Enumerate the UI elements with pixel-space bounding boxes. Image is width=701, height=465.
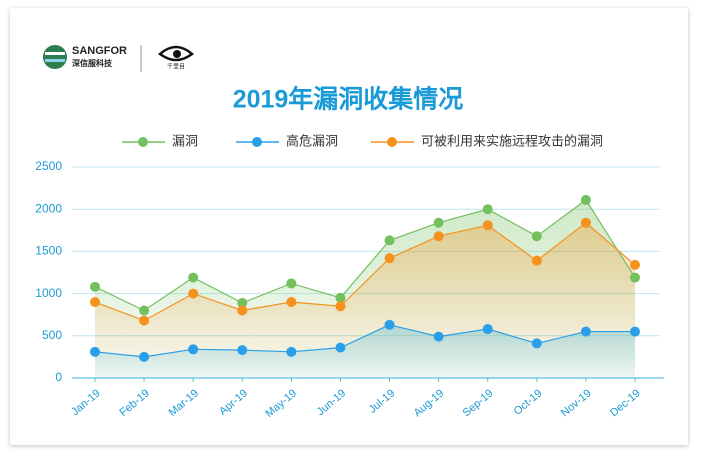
eye-pupil bbox=[173, 50, 181, 58]
y-tick-label: 1000 bbox=[35, 286, 62, 300]
point bbox=[237, 297, 248, 308]
area bbox=[95, 222, 635, 378]
point bbox=[286, 346, 297, 357]
point bbox=[482, 220, 493, 231]
point bbox=[531, 231, 542, 242]
line bbox=[94, 324, 635, 358]
point bbox=[188, 288, 199, 299]
point bbox=[90, 281, 100, 292]
point bbox=[188, 344, 199, 355]
line bbox=[94, 221, 636, 322]
point bbox=[90, 297, 100, 308]
logo-brand: SANGFOR bbox=[72, 45, 127, 57]
point bbox=[482, 324, 493, 335]
point bbox=[237, 345, 248, 356]
point bbox=[630, 326, 640, 337]
y-tick-label: 2500 bbox=[35, 159, 62, 173]
point bbox=[384, 253, 395, 264]
point bbox=[139, 305, 150, 316]
y-tick-label: 500 bbox=[42, 328, 62, 342]
logo-brand-cn: 深信服科技 bbox=[72, 58, 113, 68]
legend-dot bbox=[387, 137, 397, 147]
logo: SANGFOR 深信服科技 千里目 bbox=[43, 45, 194, 72]
legend-label: 可被利用来实施远程攻击的漏洞 bbox=[421, 133, 603, 148]
chart-title: 2019年漏洞收集情况 bbox=[233, 85, 464, 114]
point bbox=[384, 319, 395, 330]
logo-stripe bbox=[45, 52, 65, 55]
logo-icon bbox=[43, 45, 67, 69]
point bbox=[580, 194, 591, 205]
point bbox=[286, 278, 297, 289]
point bbox=[580, 217, 591, 228]
point bbox=[188, 272, 199, 283]
legend-label: 漏洞 bbox=[172, 133, 198, 148]
point bbox=[335, 292, 346, 303]
point bbox=[139, 315, 150, 326]
point bbox=[90, 346, 100, 357]
point bbox=[384, 235, 395, 246]
line bbox=[94, 199, 636, 312]
point bbox=[531, 338, 542, 349]
y-tick-label: 1500 bbox=[35, 244, 62, 258]
point bbox=[630, 272, 640, 283]
legend-dot bbox=[252, 137, 262, 147]
point bbox=[531, 255, 542, 266]
point bbox=[335, 342, 346, 353]
y-tick-label: 0 bbox=[55, 370, 62, 384]
logo-stripe bbox=[45, 59, 65, 62]
point bbox=[335, 301, 346, 312]
point bbox=[433, 331, 444, 342]
logo-product: 千里目 bbox=[167, 63, 185, 71]
point bbox=[286, 297, 297, 308]
point bbox=[139, 351, 150, 362]
point bbox=[482, 204, 493, 215]
y-tick-label: 2000 bbox=[35, 201, 62, 215]
point bbox=[237, 305, 248, 316]
point bbox=[433, 231, 444, 242]
point bbox=[630, 259, 640, 270]
point bbox=[580, 326, 591, 337]
point bbox=[433, 217, 444, 228]
legend-label: 高危漏洞 bbox=[286, 133, 338, 148]
legend-dot bbox=[138, 137, 148, 147]
eye-icon bbox=[158, 45, 194, 62]
